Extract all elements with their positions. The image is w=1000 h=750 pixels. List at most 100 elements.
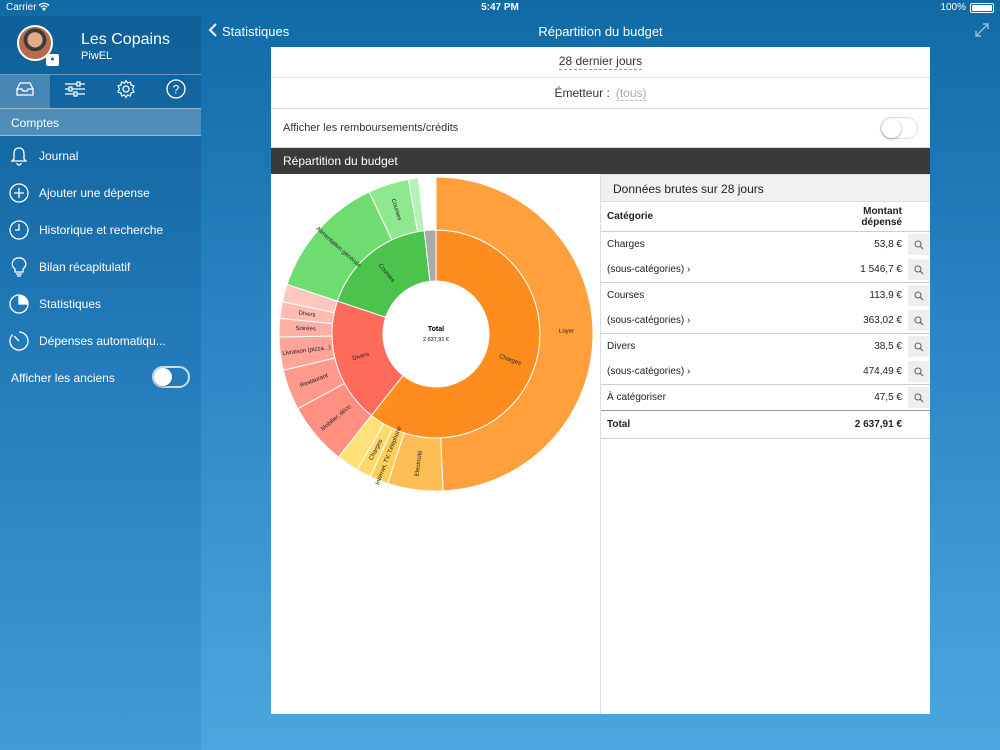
sidebar-item-history[interactable]: Historique et recherche (0, 211, 201, 248)
total-row: Total 2 637,91 € (601, 410, 930, 439)
row-category: Charges (607, 239, 645, 250)
table-group: Divers 38,5 € (sous-catégories) › 474,49… (601, 334, 930, 385)
pie-chart-icon (9, 293, 29, 314)
help-tab[interactable]: ? (151, 75, 201, 108)
table-row[interactable]: (sous-catégories) › 474,49 € (601, 359, 930, 384)
row-category: Divers (607, 341, 636, 352)
sliders-icon (64, 81, 86, 102)
slice-label: Divers (298, 310, 316, 319)
sidebar-item-journal[interactable]: Journal (0, 137, 201, 174)
wifi-icon (38, 2, 50, 15)
row-amount: 474,49 € (863, 366, 902, 377)
sidebar-item-statistics[interactable]: Statistiques (0, 285, 201, 322)
nav-bar: Statistiques Répartition du budget (201, 16, 1000, 46)
table-row: Charges 53,8 € (601, 232, 930, 257)
chevron-left-icon (208, 23, 218, 40)
row-amount: 1 546,7 € (860, 264, 902, 275)
account-header[interactable]: ● Les Copains PiwEL (0, 16, 201, 74)
back-button[interactable]: Statistiques (208, 23, 289, 40)
search-icon[interactable] (908, 259, 929, 280)
table-row[interactable]: (sous-catégories) › 1 546,7 € (601, 257, 930, 282)
sidebar-item-recurring[interactable]: Dépenses automatiqu... (0, 322, 201, 359)
sidebar-toolbar: ? (0, 74, 201, 108)
plus-circle-icon (9, 182, 29, 203)
total-amount: 2 637,91 € (854, 419, 902, 430)
table-header: Catégorie Montant dépensé (601, 202, 930, 232)
period-selector[interactable]: 28 dernier jours (558, 54, 643, 70)
sidebar-item-label: Bilan récapitulatif (39, 259, 131, 274)
issuer-row: Émetteur : (tous) (271, 78, 930, 109)
slice-label: Divers (352, 352, 370, 363)
filters-tab[interactable] (50, 75, 100, 108)
table-row: À catégoriser 47,5 € (601, 385, 930, 410)
slice-label: Soirées (295, 326, 316, 333)
lightbulb-icon (9, 256, 29, 277)
search-icon[interactable] (908, 336, 929, 357)
inbox-icon (15, 81, 35, 102)
sidebar: ● Les Copains PiwEL ? Comptes (0, 16, 201, 750)
slice-unlabeled[interactable] (407, 177, 425, 233)
raw-data-title: Données brutes sur 28 jours (601, 174, 930, 202)
issuer-selector[interactable]: (tous) (615, 85, 647, 101)
battery-percent: 100% (940, 2, 966, 13)
row-category: (sous-catégories) › (607, 315, 691, 326)
table-row: Courses 113,9 € (601, 283, 930, 308)
clock: 5:47 PM (481, 2, 519, 13)
table-row: Divers 38,5 € (601, 334, 930, 359)
total-label: Total (607, 419, 631, 430)
table-row[interactable]: (sous-catégories) › 363,02 € (601, 308, 930, 333)
back-label: Statistiques (222, 24, 290, 39)
settings-tab[interactable] (101, 75, 151, 108)
slice-loyer[interactable] (435, 176, 594, 492)
gear-icon (116, 79, 136, 104)
table-group: À catégoriser 47,5 € (601, 385, 930, 410)
page-title: Répartition du budget (538, 24, 663, 39)
period-row[interactable]: 28 dernier jours (271, 47, 930, 78)
row-amount: 113,9 € (869, 290, 902, 301)
show-old-row: Afficher les anciens (0, 359, 201, 396)
search-icon[interactable] (908, 234, 929, 255)
search-icon[interactable] (908, 387, 929, 408)
search-icon[interactable] (908, 310, 929, 331)
budget-section-header: Répartition du budget (271, 148, 930, 174)
help-icon: ? (166, 79, 186, 104)
row-category: Courses (607, 290, 645, 301)
column-category: Catégorie (607, 211, 654, 222)
row-category: (sous-catégories) › (607, 366, 691, 377)
sunburst-chart[interactable]: ChargesDiversCoursesLoyerElectricitéInte… (271, 174, 601, 504)
search-icon[interactable] (908, 361, 929, 382)
row-amount: 47,5 € (874, 392, 902, 403)
bell-icon (9, 146, 29, 166)
table-group: Courses 113,9 € (sous-catégories) › 363,… (601, 283, 930, 334)
refunds-toggle[interactable] (880, 117, 918, 139)
sidebar-item-label: Statistiques (39, 296, 102, 311)
row-amount: 38,5 € (874, 341, 902, 352)
user-name: PiwEL (81, 50, 113, 62)
show-old-toggle[interactable] (152, 366, 190, 388)
battery-icon (970, 3, 994, 13)
chart-center (383, 281, 489, 387)
row-amount: 363,02 € (863, 315, 902, 326)
table-group: Charges 53,8 € (sous-catégories) › 1 546… (601, 232, 930, 283)
expand-icon[interactable] (974, 22, 990, 43)
raw-data-table: Données brutes sur 28 jours Catégorie Mo… (601, 174, 930, 439)
column-amount: Montant dépensé (861, 205, 902, 228)
carrier-label: Carrier (6, 2, 37, 13)
content-panel: 28 dernier jours Émetteur : (tous) Affic… (271, 47, 930, 714)
slice-label: Loyer (559, 328, 574, 334)
sidebar-item-label: Dépenses automatiqu... (39, 333, 166, 348)
accounts-tab[interactable] (0, 75, 51, 108)
sidebar-item-label: Journal (39, 148, 79, 163)
clock-icon (9, 219, 29, 240)
search-icon[interactable] (908, 285, 929, 306)
issuer-label: Émetteur : (554, 86, 610, 100)
budget-body: Charges Divers Courses Loyer Electricité Inte… (271, 174, 930, 714)
svg-text:?: ? (173, 83, 180, 97)
center-label: Total (428, 326, 444, 333)
account-name: Les Copains (81, 31, 170, 48)
row-amount: 53,8 € (874, 239, 902, 250)
refunds-label: Afficher les remboursements/crédits (283, 122, 459, 134)
sidebar-item-add-expense[interactable]: Ajouter une dépense (0, 174, 201, 211)
sidebar-nav: Journal Ajouter une dépense Historique e… (0, 137, 201, 396)
sidebar-item-summary[interactable]: Bilan récapitulatif (0, 248, 201, 285)
